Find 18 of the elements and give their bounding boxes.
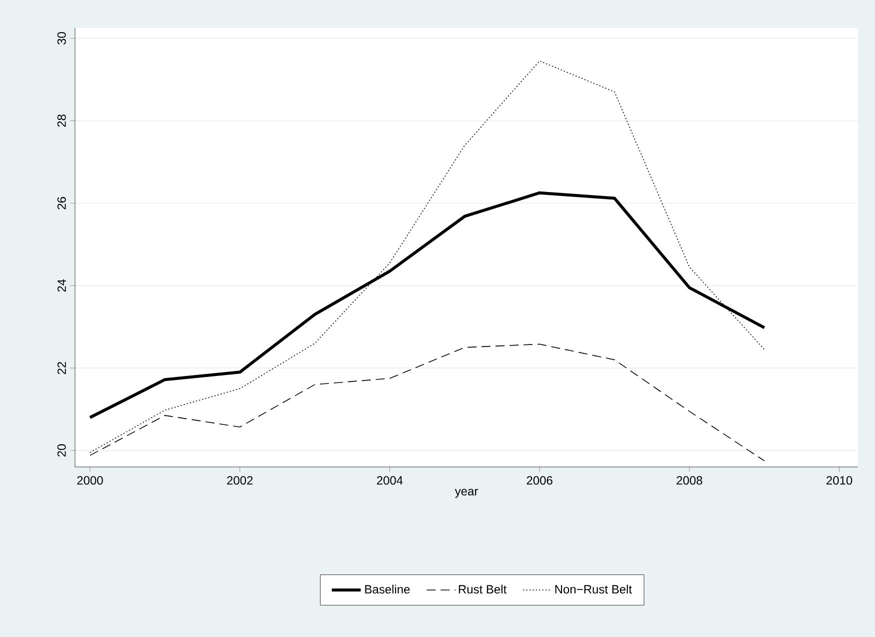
y-tick-label: 24 [57, 279, 66, 292]
x-tick-label: 2006 [526, 476, 552, 485]
y-tick-label: 20 [57, 444, 66, 457]
legend-label: Rust Belt [458, 584, 507, 594]
x-tick-label: 2008 [676, 476, 702, 485]
y-tick-label: 26 [57, 197, 66, 210]
x-tick-label: 2000 [77, 476, 103, 485]
y-tick-label: 30 [57, 32, 66, 45]
x-tick-label: 2002 [227, 476, 253, 485]
x-tick-label: 2004 [376, 476, 403, 485]
x-axis-title: year [454, 488, 478, 498]
x-tick-label: 2010 [826, 476, 852, 485]
y-tick-label: 22 [57, 362, 66, 374]
line-series [90, 60, 765, 453]
line-series [90, 344, 765, 462]
y-tick-label: 28 [57, 114, 66, 127]
legend-label: Non−Rust Belt [555, 584, 632, 594]
legend-label: Baseline [365, 584, 410, 594]
